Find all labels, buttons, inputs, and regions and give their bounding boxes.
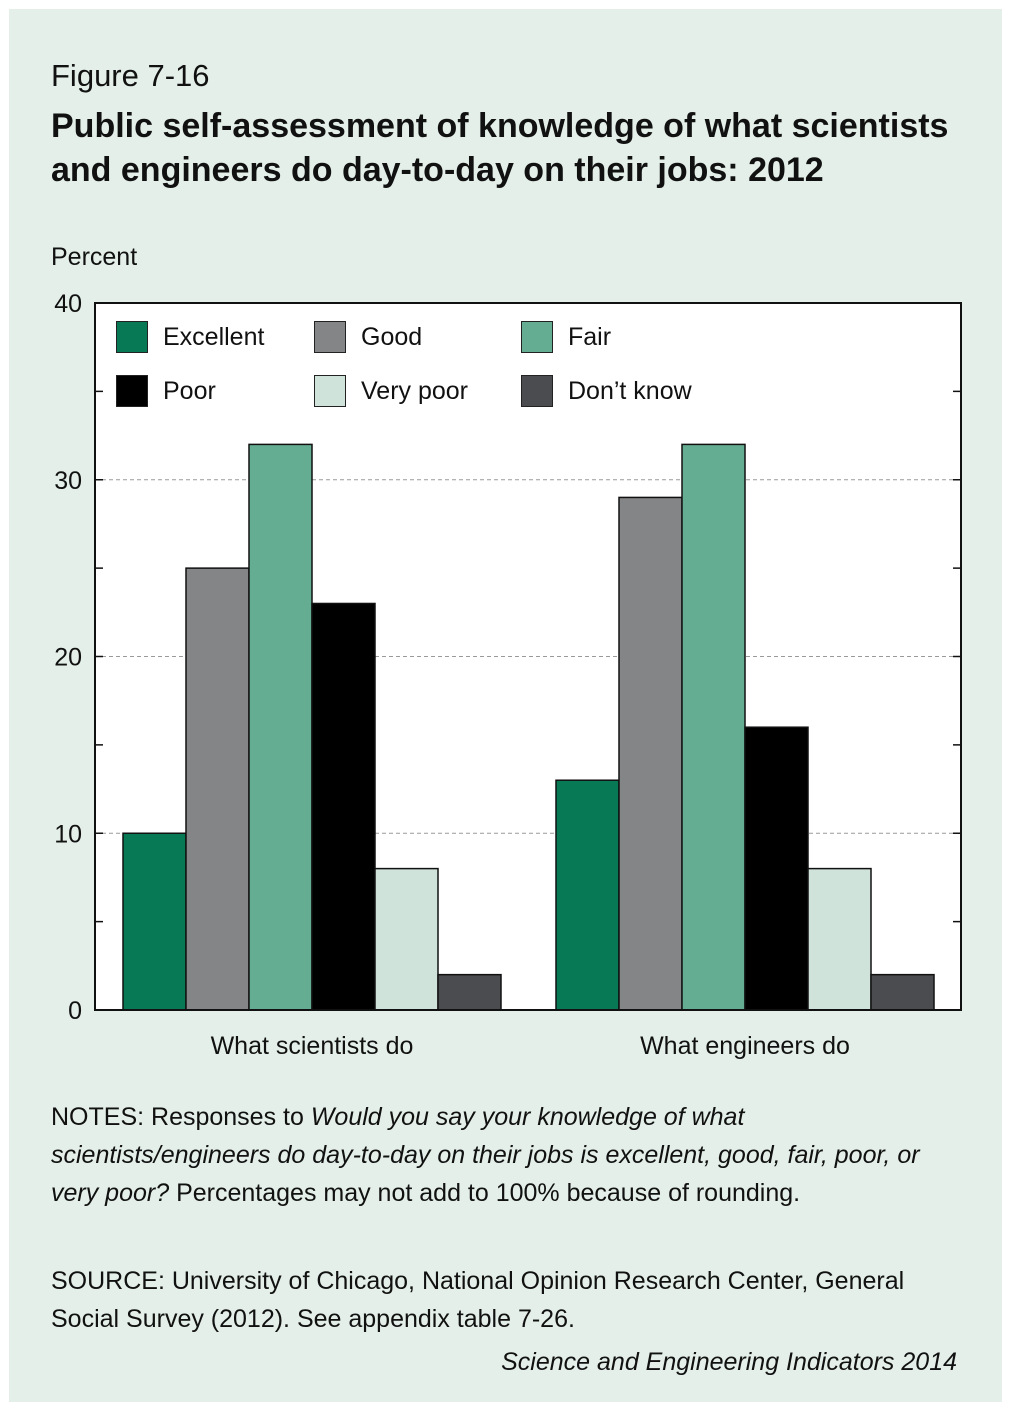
y-tick-label: 10 xyxy=(54,820,82,848)
legend-swatch xyxy=(521,321,553,353)
bar-excellent xyxy=(555,779,620,1011)
bar-chart: 0 10 20 30 40 What scientists do What engineer… xyxy=(54,290,962,1060)
bar-poor xyxy=(744,726,809,1011)
y-axis-label: Percent xyxy=(51,243,138,271)
bar-very-poor xyxy=(807,867,872,1011)
bar-poor xyxy=(311,602,376,1011)
bar-fair xyxy=(248,443,313,1011)
bar-good xyxy=(618,496,683,1011)
bar-good xyxy=(185,567,250,1011)
y-tick-label: 40 xyxy=(54,290,82,318)
legend-swatch xyxy=(314,375,346,407)
notes-prefix: NOTES: Responses to xyxy=(51,1103,311,1131)
legend-label: Fair xyxy=(568,322,612,351)
bar-very-poor xyxy=(374,867,439,1011)
legend-swatch xyxy=(116,321,148,353)
legend-swatch xyxy=(521,375,553,407)
chart-title: Public self-assessment of knowledge of w… xyxy=(51,107,949,189)
notes-suffix: Percentages may not add to 100% because … xyxy=(169,1179,801,1207)
notes-question: Would you say your knowledge of what sci… xyxy=(51,1103,920,1207)
plot-frame xyxy=(94,302,962,1011)
legend-label: Good xyxy=(361,322,423,351)
legend-label: Poor xyxy=(163,376,216,405)
figure-label: Figure 7-16 xyxy=(51,58,210,93)
legend-item: Very poor xyxy=(314,373,468,409)
x-category-label: What scientists do xyxy=(211,1032,414,1060)
legend-label: Very poor xyxy=(361,376,469,405)
legend-item: Poor xyxy=(116,373,216,409)
x-category-label: What engineers do xyxy=(640,1032,850,1060)
legend-label: Don’t know xyxy=(568,376,692,405)
legend-item: Excellent xyxy=(116,319,264,355)
legend-item: Don’t know xyxy=(521,373,692,409)
legend-item: Good xyxy=(314,319,422,355)
y-tick-label: 20 xyxy=(54,644,82,672)
chart-notes: NOTES: Responses to Would you say your k… xyxy=(51,1098,961,1212)
legend-swatch xyxy=(314,321,346,353)
bar-don-t-know xyxy=(870,973,935,1011)
chart-source: SOURCE: University of Chicago, National … xyxy=(51,1267,905,1333)
y-tick-label: 0 xyxy=(68,997,82,1025)
bar-fair xyxy=(681,443,746,1011)
publication-credit: Science and Engineering Indicators 2014 xyxy=(501,1348,957,1376)
legend-swatch xyxy=(116,375,148,407)
bar-don-t-know xyxy=(437,973,502,1011)
legend-item: Fair xyxy=(521,319,611,355)
y-tick-label: 30 xyxy=(54,467,82,495)
legend-label: Excellent xyxy=(163,322,265,351)
bar-excellent xyxy=(122,832,187,1011)
